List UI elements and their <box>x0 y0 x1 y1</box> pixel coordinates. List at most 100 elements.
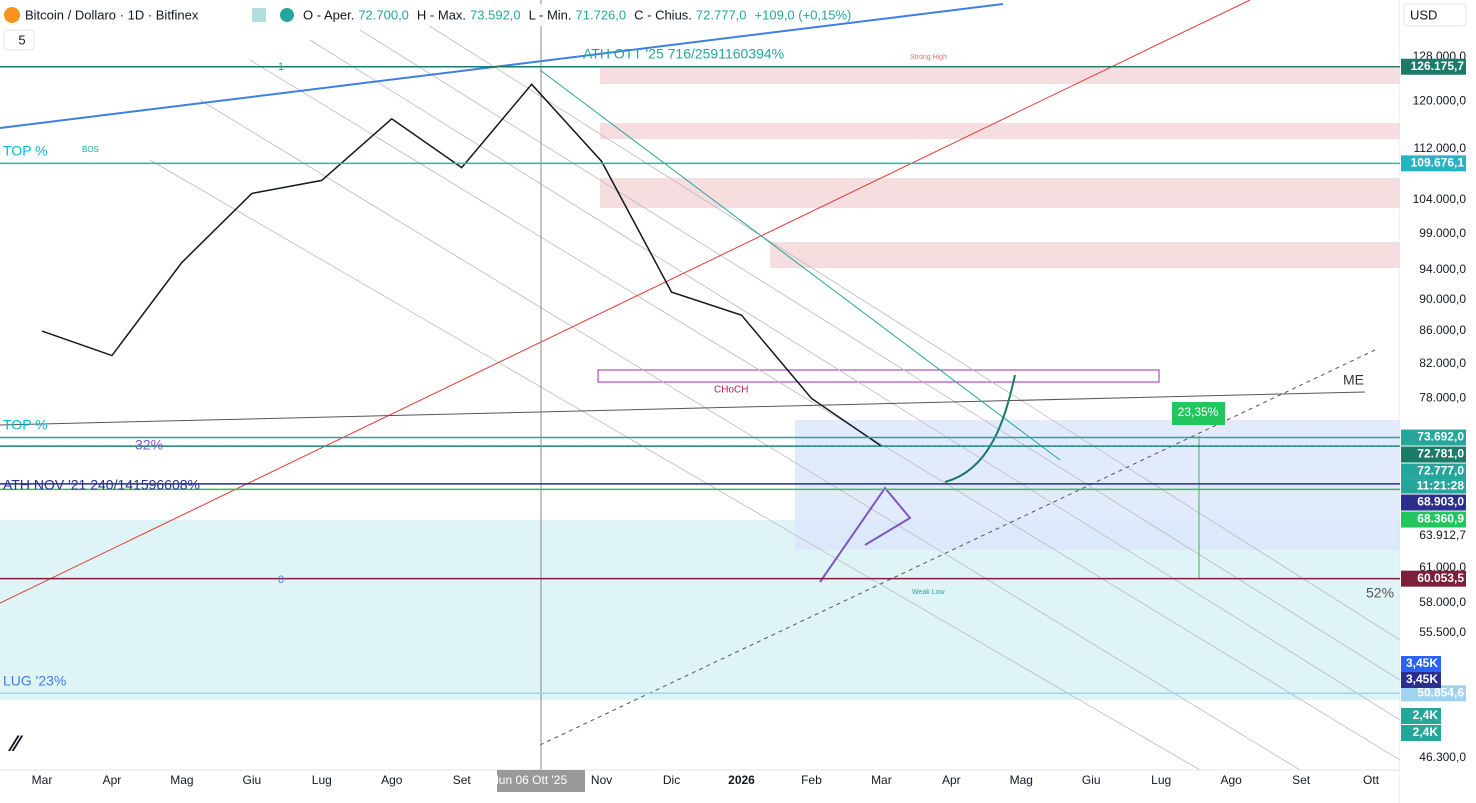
annotation: LUG '23% <box>3 673 66 689</box>
price-badge <box>1401 463 1466 480</box>
y-tick-label: 112.000,0 <box>1414 141 1467 155</box>
volume-badge <box>1401 708 1441 724</box>
price-badge-label: 68.360,9 <box>1417 512 1464 526</box>
x-tick-label: Lug <box>1151 773 1171 787</box>
x-tick-label: Dic <box>663 773 680 787</box>
x-tick-label: Mar <box>32 773 53 787</box>
zone <box>600 123 1400 139</box>
zone <box>600 68 1400 84</box>
arrow <box>944 374 1016 483</box>
x-tick-label: Ott <box>1363 773 1380 787</box>
price-badge-label: 60.053,5 <box>1417 571 1464 585</box>
x-tick-label: Giu <box>1082 773 1101 787</box>
y-tick-label: 63.912,7 <box>1419 528 1466 542</box>
annotation: CHoCH <box>714 385 748 396</box>
y-tick-label: 86.000,0 <box>1419 323 1466 337</box>
ohlc-label: C - Chius. <box>634 7 692 22</box>
annotation: BOS <box>82 145 99 154</box>
y-tick-label: 99.000,0 <box>1419 226 1466 240</box>
y-tick-label: 82.000,0 <box>1419 356 1466 370</box>
volume-badge-label: 2,4K <box>1413 708 1439 722</box>
x-tick-label: Set <box>1292 773 1311 787</box>
header-bg <box>0 4 810 26</box>
volume-badge-label: 3,45K <box>1406 656 1438 670</box>
annotation: ME <box>1343 372 1364 388</box>
trendline <box>0 0 1251 604</box>
x-tick-label: Nov <box>591 773 612 787</box>
volume-badge-label: 3,45K <box>1406 672 1438 686</box>
x-tick-label: 2026 <box>728 773 755 787</box>
zone <box>600 178 1400 208</box>
ohlc-label: O - Aper. <box>303 7 354 22</box>
annotation: Strong High <box>910 54 947 61</box>
y-tick-label: 58.000,0 <box>1419 595 1466 609</box>
x-tick-label: Mar <box>871 773 892 787</box>
price-badge <box>1401 511 1466 528</box>
y-tick-label: 94.000,0 <box>1419 262 1466 276</box>
y-tick-label: 55.500,0 <box>1419 625 1466 639</box>
price-badge <box>1401 494 1466 511</box>
x-tick-label: Giu <box>243 773 262 787</box>
y-tick-label: 90.000,0 <box>1419 292 1466 306</box>
price-badge-label: 72.781,0 <box>1417 447 1464 461</box>
price-badge <box>1401 570 1466 587</box>
ohlc-value: 71.726,0 <box>576 7 627 22</box>
symbol-title: Bitcoin / Dollaro · 1D · Bitfinex <box>25 7 199 22</box>
trendline <box>539 69 1061 461</box>
currency-button[interactable] <box>1403 3 1467 27</box>
price-badge <box>1401 58 1466 75</box>
countdown: 11:21:28 <box>1417 479 1465 493</box>
price-line <box>41 83 882 447</box>
price-badge-label: 126.175,7 <box>1411 59 1465 73</box>
channel <box>149 19 1401 771</box>
y-tick-label: 61.000,0 <box>1419 560 1466 574</box>
y-tick-label: 78.000,0 <box>1419 391 1466 405</box>
y-tick-label: 120.000,0 <box>1413 94 1467 108</box>
currency[interactable]: USD <box>1410 7 1437 22</box>
crosshair-label-bg <box>497 770 585 792</box>
annotation: 32% <box>135 437 163 453</box>
x-tick-label: Feb <box>801 773 822 787</box>
zone <box>795 420 1400 550</box>
price-badge-label: 72.777,0 <box>1417 464 1464 478</box>
measure-label: 23,35% <box>1178 405 1219 419</box>
price-badge-label: 73.692,0 <box>1417 430 1464 444</box>
coin-icon <box>4 7 20 23</box>
price-badge <box>1401 155 1466 172</box>
interval-value[interactable]: 5 <box>18 32 25 47</box>
box <box>597 369 1160 383</box>
price-badge-label: 109.676,1 <box>1411 156 1465 170</box>
measure-badge <box>1172 402 1225 425</box>
annotation: 1 <box>278 61 284 73</box>
x-tick-label: Set <box>453 773 472 787</box>
x-tick-label: Mag <box>170 773 193 787</box>
volume-badge <box>1401 725 1441 741</box>
annotation: 0 <box>278 574 284 586</box>
annotation: TOP % <box>3 143 48 159</box>
ohlc-value: 72.700,0 <box>358 7 409 22</box>
x-tick-label: Apr <box>103 773 122 787</box>
x-tick-label: Apr <box>942 773 961 787</box>
interval-button[interactable] <box>3 29 35 51</box>
ohlc-value: 72.777,0 <box>696 7 747 22</box>
price-badge <box>1401 685 1466 702</box>
x-tick-label: Ago <box>381 773 403 787</box>
ohlc-label: L - Min. <box>529 7 572 22</box>
ohlc-label: H - Max. <box>417 7 466 22</box>
trendline <box>0 391 1366 426</box>
x-tick-label: Lug <box>312 773 332 787</box>
ohlc-value: 73.592,0 <box>470 7 521 22</box>
y-tick-label: 104.000,0 <box>1413 192 1467 206</box>
price-badge <box>1401 429 1466 446</box>
x-tick-label: Ago <box>1220 773 1242 787</box>
triangle <box>819 486 912 583</box>
price-badge <box>1401 446 1466 463</box>
status-dot <box>280 8 294 22</box>
x-tick-label: Mag <box>1010 773 1033 787</box>
price-badge-label: 68.903,0 <box>1417 495 1464 509</box>
annotation: ATH NOV '21 240/141596608% <box>3 477 200 493</box>
annotation: 52% <box>1366 585 1394 601</box>
ohlc: O - Aper. 72.700,0 H - Max. 73.592,0 L - Min… <box>303 7 747 22</box>
